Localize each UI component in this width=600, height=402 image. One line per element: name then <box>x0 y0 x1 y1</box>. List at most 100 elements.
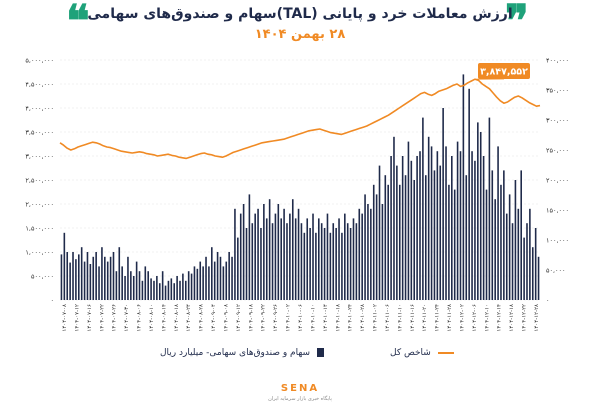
bar <box>243 204 245 300</box>
bar <box>101 247 103 300</box>
x-tick-label: ۱۴۰۴-۰۹-۱۸ <box>248 304 254 332</box>
bar <box>341 233 343 300</box>
bar <box>150 278 152 300</box>
right-tick-label: ۲۵۰,۰۰۰ <box>546 147 569 155</box>
bar <box>347 223 349 300</box>
bar <box>124 276 126 300</box>
bar <box>518 209 520 300</box>
bar <box>356 223 358 300</box>
right-tick-label: ۳۵۰,۰۰۰ <box>546 87 569 95</box>
bar <box>272 223 274 300</box>
bar <box>353 218 355 300</box>
bar <box>121 266 123 300</box>
bar <box>69 263 71 300</box>
bar <box>451 156 453 300</box>
bar <box>509 194 511 300</box>
left-tick-label: ۵,۰۰۰,۰۰۰ <box>25 57 54 65</box>
x-tick-label: ۱۴۰۴-۱۲-۱۴ <box>497 304 503 332</box>
bar <box>301 223 303 300</box>
x-tick-label: ۱۴۰۴-۰۹-۰۸ <box>224 304 230 332</box>
x-tick-label: ۱۴۰۴-۱۰-۲۸ <box>360 304 366 332</box>
bar <box>78 254 80 300</box>
bar <box>385 175 387 300</box>
x-tick-label: ۱۴۰۴-۰۹-۰۴ <box>211 304 217 332</box>
bar <box>520 170 522 300</box>
bar <box>266 218 268 300</box>
bar <box>237 238 239 300</box>
bar <box>202 266 204 300</box>
x-tick-label: ۱۴۰۴-۰۷-۱۶ <box>87 304 93 332</box>
bar <box>413 180 415 300</box>
bar <box>130 271 132 300</box>
bar <box>257 209 259 300</box>
bar <box>390 156 392 300</box>
bar <box>437 151 439 300</box>
index-line <box>60 79 540 158</box>
bar <box>402 156 404 300</box>
bar <box>254 214 256 300</box>
bar <box>411 161 413 300</box>
right-tick-label: ۲۰۰,۰۰۰ <box>546 177 569 185</box>
bar <box>280 218 282 300</box>
x-tick-label: ۱۴۰۴-۰۹-۲۲ <box>261 304 267 332</box>
legend-line: شاخص کل <box>390 348 454 358</box>
x-tick-label: ۱۴۰۴-۰۸-۲۸ <box>199 304 205 332</box>
bar <box>387 185 389 300</box>
peak-annotation: ۳,۸۴۷,۵۵۲ <box>475 63 530 79</box>
bar <box>399 185 401 300</box>
x-tick-label: ۱۴۰۴-۰۷-۲۲ <box>99 304 105 332</box>
bar <box>526 223 528 300</box>
x-tick-label: ۱۴۰۴-۱۲-۰۲ <box>460 304 466 332</box>
bar <box>145 266 147 300</box>
logo-tagline: پایگاه خبری بازار سرمایه ایران <box>0 396 600 402</box>
bar <box>179 281 181 300</box>
left-tick-label: ۴,۰۰۰,۰۰۰ <box>25 105 54 113</box>
x-tick-label: ۱۴۰۴-۱۱-۲۸ <box>447 304 453 332</box>
bar <box>188 271 190 300</box>
bar <box>344 214 346 300</box>
bar <box>234 209 236 300</box>
bar <box>396 166 398 300</box>
left-tick-label: ۰ <box>51 297 55 305</box>
footer: SENA پایگاه خبری بازار سرمایه ایران <box>0 376 600 402</box>
x-tick-label: ۱۴۰۴-۰۸-۱۸ <box>174 304 180 332</box>
bar <box>136 262 138 300</box>
bar <box>529 209 531 300</box>
bar <box>246 228 248 300</box>
legend-line-swatch <box>438 352 454 354</box>
x-tick-label: ۱۴۰۴-۰۹-۱۲ <box>236 304 242 332</box>
bar <box>535 228 537 300</box>
bar <box>182 274 184 300</box>
x-tick-label: ۱۴۰۴-۱۰-۱۴ <box>323 304 329 332</box>
bar <box>379 166 381 300</box>
bar <box>118 247 120 300</box>
legend-bars: سهام و صندوق‌های سهامی- میلیارد ریال <box>160 348 324 358</box>
bar <box>489 118 491 300</box>
bar <box>90 264 92 300</box>
bar <box>92 257 94 300</box>
x-tick-label: ۱۴۰۴-۰۹-۲۶ <box>273 304 279 332</box>
line-series <box>60 79 540 158</box>
x-tick-label: ۱۴۰۴-۱۱-۰۲ <box>373 304 379 332</box>
right-tick-label: ۱۰۰,۰۰۰ <box>546 237 569 245</box>
bar <box>191 274 193 300</box>
legend-bar-swatch <box>317 348 324 357</box>
bar <box>197 269 199 300</box>
bar <box>416 156 418 300</box>
x-tick-label: ۱۴۰۴-۱۰-۱۰ <box>310 304 316 332</box>
bar <box>81 247 83 300</box>
x-tick-label: ۱۴۰۴-۱۰-۰۲ <box>286 304 292 332</box>
bar <box>211 247 213 300</box>
bar <box>318 218 320 300</box>
bar <box>315 233 317 300</box>
bar <box>428 137 430 300</box>
bar <box>335 228 337 300</box>
x-tick-label: ۱۴۰۴-۱۱-۲۴ <box>435 304 441 332</box>
bar <box>66 252 68 300</box>
x-tick-label: ۱۴۰۴-۰۸-۱۰ <box>149 304 155 332</box>
bar <box>370 209 372 300</box>
x-tick-label: ۱۴۰۴-۱۲-۱۰ <box>484 304 490 332</box>
bar <box>139 271 141 300</box>
bar <box>474 161 476 300</box>
